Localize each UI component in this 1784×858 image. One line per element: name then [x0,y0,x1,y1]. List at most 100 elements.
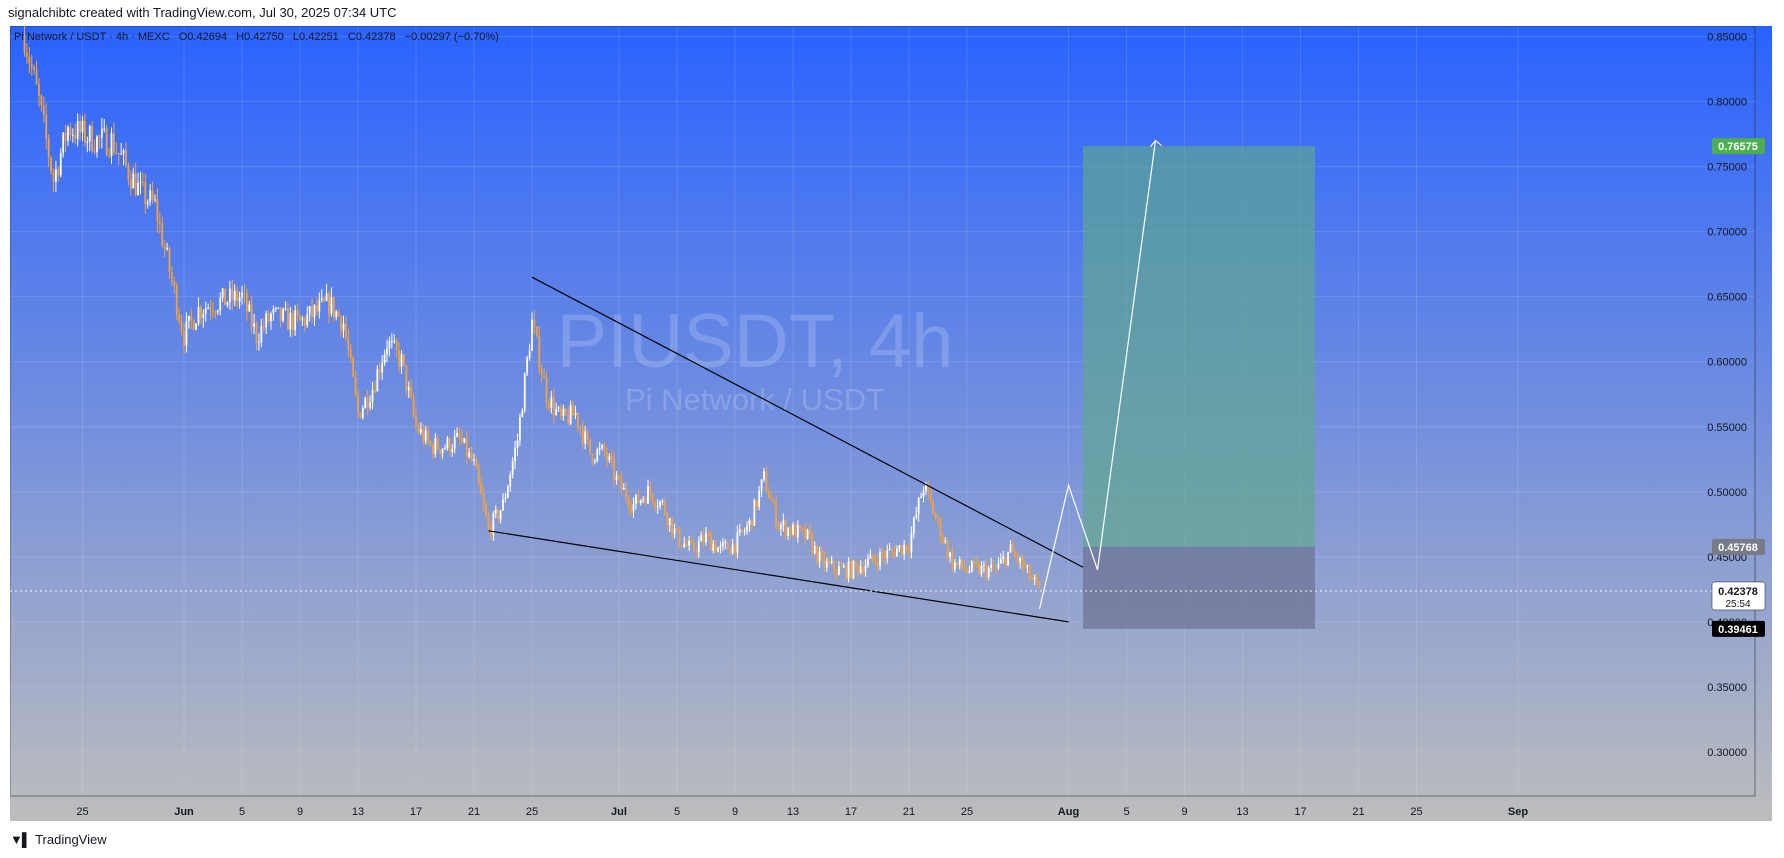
x-tick-label: 5 [239,806,245,818]
x-tick-label: 5 [674,806,680,818]
drawings[interactable] [10,139,1755,623]
candle-body [622,488,625,490]
candle-body [132,173,135,189]
candle-body [589,439,591,454]
candle-body [983,564,985,566]
chart-attribution: signalchibtc created with TradingView.co… [8,5,397,20]
x-tick-label: 21 [468,806,480,818]
candle-body [560,407,562,416]
candle-body [743,531,746,533]
candle-body [523,373,526,411]
candle-body [538,335,541,370]
candle-body [564,408,567,415]
candle-body [113,133,115,153]
stop-zone [1083,546,1315,629]
candle-body [250,304,253,327]
candle-body [318,300,321,312]
candle-body [789,527,792,535]
price-chart[interactable]: PIUSDT, 4h Pi Network / USDT 0.85000 0.80… [9,24,1772,821]
candle-body [656,506,659,508]
candle-body [284,308,287,310]
y-tick-label: 0.80000 [1707,97,1747,109]
candle-body [1016,555,1019,563]
candle-body [804,528,806,539]
candle-body [881,552,884,556]
candle-body [811,535,814,553]
candle-body [499,510,502,520]
candle-body [683,543,686,548]
candle-body [245,293,248,312]
candle-body [270,313,272,322]
candle-body [690,540,693,543]
candle-body [550,396,553,408]
candle-body [502,499,504,511]
candle-body [755,500,758,508]
candle-body [893,550,896,557]
candle-body [361,408,364,418]
candle-body [219,297,222,311]
candle-body [632,503,635,511]
candle-body [651,495,654,504]
candle-body [30,63,33,68]
candle-body [238,297,241,302]
y-tick-label: 0.70000 [1707,227,1747,239]
candle-body [81,120,84,133]
candle-body [1009,543,1012,552]
target-price-label: 0.76575 [1718,141,1758,153]
legend-close-value: 0.42378 [356,31,396,43]
x-tick-label: 21 [1352,806,1364,818]
last-price-label-bg [1711,581,1766,611]
candle-body [477,467,480,483]
candle-body [419,428,422,433]
candle-body [987,567,990,578]
candle-body [1024,567,1026,569]
candle-body [294,310,297,331]
candle-body [248,304,251,312]
candle-body [639,500,642,504]
legend-high-label: H [236,31,244,43]
candle-body [763,471,765,480]
chart-area[interactable]: PIUSDT, 4h Pi Network / USDT 0.85000 0.80… [9,24,1772,821]
candle-body [709,534,712,551]
candle-body [395,340,398,351]
candle-body [134,173,137,196]
candle-body [833,561,835,571]
ohlc-legend[interactable]: Pi Network / USDT · 4h · MEXC O0.42694 H… [14,31,499,43]
y-tick-label: 0.65000 [1707,292,1747,304]
candles [23,24,1041,588]
candle-body [313,305,316,317]
candle-body [253,323,255,327]
candle-body [647,485,649,504]
candle-body [407,387,410,391]
candle-body [325,293,328,301]
candle-body [139,181,142,183]
candle-body [231,288,234,301]
candle-body [514,448,516,462]
candle-body [567,414,570,424]
candle-body [828,561,831,564]
candle-body [700,535,703,542]
candle-body [685,543,688,546]
candle-body [485,505,487,517]
legend-high-value: 0.42750 [244,31,284,43]
candle-body [591,453,594,462]
candle-body [973,561,976,564]
candle-body [369,402,371,408]
candle-body [154,199,156,201]
long-position-tool[interactable] [1083,146,1315,629]
candle-body [200,307,202,318]
candle-body [992,564,995,569]
candle-body [354,376,357,394]
candle-body [84,120,86,143]
candle-body [842,565,845,567]
candle-body [62,132,65,154]
candle-body [862,567,864,573]
candle-body [453,436,456,450]
candle-body [1031,578,1034,580]
target-zone [1083,146,1315,547]
footer-brand[interactable]: ▼▌ TradingView [10,832,107,847]
candle-body [91,125,94,152]
x-tick-label: 5 [1123,806,1129,818]
candle-body [289,312,292,330]
